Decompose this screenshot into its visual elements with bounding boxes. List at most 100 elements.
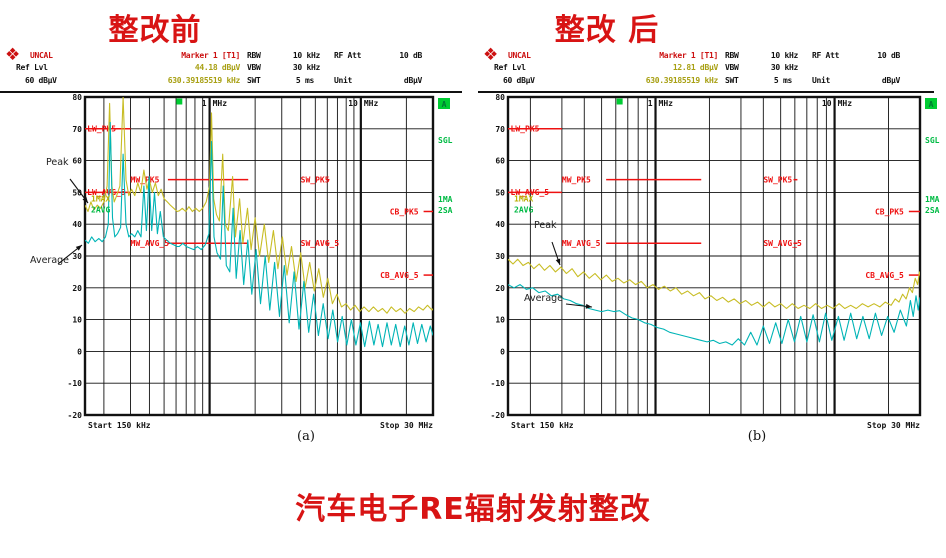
active-screen-badge bbox=[925, 98, 937, 109]
side-label-SGL: SGL bbox=[925, 136, 940, 145]
limit-label-MW_PK5: MW_PK5 bbox=[562, 175, 591, 184]
analyzer-panel-before: ❖ UNCAL Ref Lvl 60 dBµV Marker 1 [T1] 44… bbox=[0, 45, 472, 445]
marker-1-indicator bbox=[616, 98, 623, 105]
limit-label-CB_AVG_5: CB_AVG_5 bbox=[380, 271, 419, 280]
side-label-1MA: 1MA bbox=[925, 195, 940, 204]
y-tick: 20 bbox=[72, 284, 82, 293]
decade-label-num: 10 bbox=[348, 99, 358, 108]
peak-trace bbox=[85, 97, 433, 314]
active-screen-badge bbox=[438, 98, 450, 109]
y-tick: 0 bbox=[500, 347, 505, 356]
uncal-flag: UNCAL bbox=[508, 51, 531, 60]
y-tick: 80 bbox=[495, 93, 505, 102]
y-tick: -20 bbox=[68, 411, 83, 420]
decade-label-num: 1 bbox=[648, 99, 653, 108]
subfigure-label-b: (b) bbox=[747, 429, 767, 444]
annotation-peak: Peak bbox=[534, 220, 557, 231]
limit-label-CB_PK5: CB_PK5 bbox=[875, 207, 904, 216]
vbw-label: VBW bbox=[247, 63, 261, 72]
y-tick: 30 bbox=[495, 252, 505, 261]
stop-freq-label: Stop 30 MHz bbox=[867, 421, 920, 430]
rf-att-label: RF Att bbox=[812, 51, 840, 60]
plot-border bbox=[83, 95, 435, 417]
title-after: 整改 后 bbox=[554, 13, 660, 48]
limit-label-MW_AVG_5: MW_AVG_5 bbox=[131, 239, 170, 248]
limit-label-MW_AVG_5: MW_AVG_5 bbox=[562, 239, 601, 248]
y-tick: 70 bbox=[495, 125, 505, 134]
spectrum-plot: LW_PK5 LW_AVG_5 MW_PK5 MW_AVG_5 SW_PK5 SW_AVG… bbox=[491, 93, 940, 430]
subfigure-label-a: (a) bbox=[297, 429, 315, 444]
traces bbox=[508, 258, 920, 346]
y-tick: 10 bbox=[72, 316, 82, 325]
stop-freq-label: Stop 30 MHz bbox=[380, 421, 433, 430]
rbw-value: 10 kHz bbox=[770, 51, 798, 60]
y-tick: 30 bbox=[72, 252, 82, 261]
y-tick: 80 bbox=[72, 93, 82, 102]
ref-lvl-label: Ref Lvl bbox=[16, 63, 48, 72]
y-tick: 60 bbox=[495, 157, 505, 166]
side-label-2SA: 2SA bbox=[438, 206, 453, 215]
average-trace bbox=[85, 121, 433, 348]
limit-label-LW_AVG_5: LW_AVG_5 bbox=[511, 188, 550, 197]
spectrum-plot: LW_PK5LW_AVG_5MW_PK5MW_AVG_5SW_PK5SW_AVG… bbox=[30, 93, 453, 430]
swt-value: 5 ms bbox=[295, 76, 314, 85]
limit-label-LW_PK5: LW_PK5 bbox=[511, 125, 540, 134]
y-tick: 40 bbox=[495, 220, 505, 229]
active-screen-letter: A bbox=[442, 100, 447, 109]
trace-tag-2AVG: 2AVG bbox=[91, 205, 110, 214]
trace-tag-1MAX: 1MAX bbox=[514, 194, 533, 203]
rf-att-label: RF Att bbox=[334, 51, 362, 60]
ref-lvl-label: Ref Lvl bbox=[494, 63, 526, 72]
ref-lvl-value: 60 dBµV bbox=[25, 76, 57, 85]
side-label-1MA: 1MA bbox=[438, 195, 453, 204]
rbw-value: 10 kHz bbox=[292, 51, 320, 60]
y-tick: 50 bbox=[495, 188, 505, 197]
active-screen-letter: A bbox=[929, 100, 934, 109]
figure-caption: 汽车电子RE辐射发射整改 bbox=[295, 492, 651, 527]
annotation-average: Average bbox=[524, 293, 563, 304]
y-tick: 60 bbox=[72, 157, 82, 166]
marker-frequency: 630.39185519 kHz bbox=[167, 76, 241, 85]
trace-tag-1MAX: 1MAX bbox=[91, 194, 110, 203]
unit-value: dBµV bbox=[881, 76, 900, 85]
decade-label-num: 10 bbox=[822, 99, 832, 108]
marker-label: Marker 1 [T1] bbox=[181, 51, 240, 60]
grid bbox=[508, 97, 920, 415]
swt-label: SWT bbox=[247, 76, 261, 85]
annotation-peak: Peak bbox=[46, 157, 69, 168]
vbw-label: VBW bbox=[725, 63, 739, 72]
rf-att-value: 10 dB bbox=[399, 51, 422, 60]
limit-label-CB_AVG_5: CB_AVG_5 bbox=[865, 271, 904, 280]
limit-label-LW_PK5: LW_PK5 bbox=[87, 125, 116, 134]
start-freq-label: Start 150 kHz bbox=[88, 421, 151, 430]
y-tick: -20 bbox=[491, 411, 506, 420]
ref-lvl-value: 60 dBµV bbox=[503, 76, 535, 85]
swt-value: 5 ms bbox=[773, 76, 792, 85]
rf-att-value: 10 dB bbox=[877, 51, 900, 60]
y-tick: 10 bbox=[495, 316, 505, 325]
y-tick: 40 bbox=[72, 220, 82, 229]
unit-label: Unit bbox=[334, 76, 353, 85]
limit-label-SW_AVG_5: SW_AVG_5 bbox=[763, 239, 802, 248]
annotation-arrowhead bbox=[82, 196, 88, 203]
annotation-average: Average bbox=[30, 255, 69, 266]
start-freq-label: Start 150 kHz bbox=[511, 421, 574, 430]
header-divider bbox=[0, 91, 462, 93]
marker-value: 44.18 dBµV bbox=[194, 63, 240, 72]
y-tick: 50 bbox=[72, 188, 82, 197]
rs-logo-icon: ❖ bbox=[483, 45, 498, 65]
marker-frequency: 630.39185519 kHz bbox=[645, 76, 719, 85]
uncal-flag: UNCAL bbox=[30, 51, 53, 60]
y-axis-ticks: 80 70 60 50 40 30 20 10 0 -10 -20 bbox=[491, 93, 506, 420]
vbw-value: 30 kHz bbox=[292, 63, 320, 72]
rbw-label: RBW bbox=[247, 51, 261, 60]
y-tick: 70 bbox=[72, 125, 82, 134]
traces bbox=[85, 97, 433, 348]
y-tick: 20 bbox=[495, 284, 505, 293]
analyzer-panel-after: ❖ UNCAL Ref Lvl 60 dBµV Marker 1 [T1] 12… bbox=[478, 45, 946, 445]
limit-label-SW_PK5: SW_PK5 bbox=[301, 175, 330, 184]
plot-border bbox=[506, 95, 922, 417]
limit-label-SW_PK5: SW_PK5 bbox=[763, 175, 792, 184]
rs-logo-icon: ❖ bbox=[5, 45, 20, 65]
limit-label-LW_AVG_5: LW_AVG_5 bbox=[87, 188, 126, 197]
